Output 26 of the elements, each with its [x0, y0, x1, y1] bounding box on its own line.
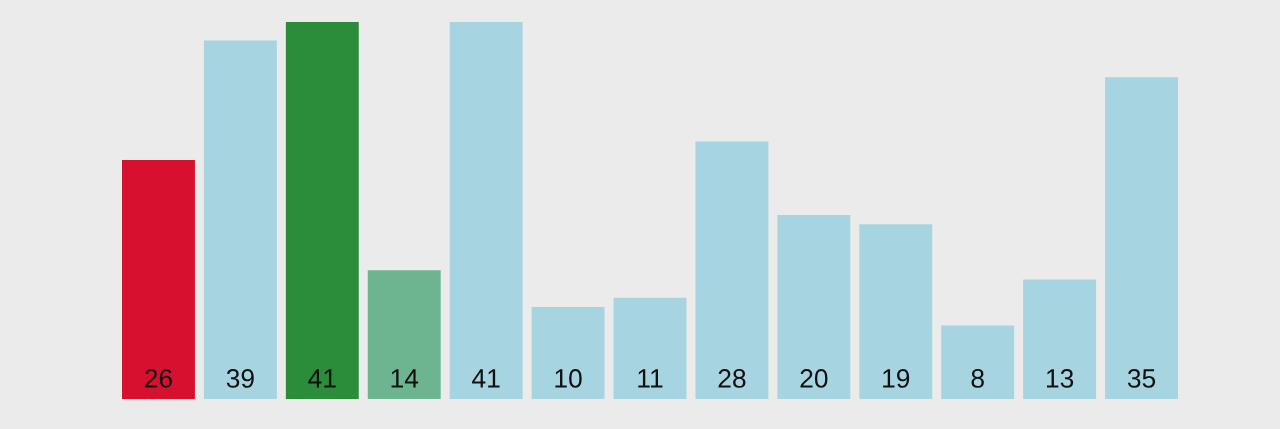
bar [367, 270, 441, 399]
data-label: 10 [555, 369, 582, 388]
bar [531, 307, 605, 399]
data-label: 26 [145, 369, 172, 388]
bar [613, 297, 687, 399]
bar [695, 141, 769, 399]
bar [941, 325, 1015, 399]
bar [1023, 279, 1097, 399]
data-label: 14 [391, 369, 419, 388]
data-label: 19 [883, 369, 910, 388]
data-label: 13 [1046, 369, 1074, 388]
data-label: 41 [308, 369, 336, 388]
data-label: 39 [226, 369, 254, 388]
bar [449, 22, 523, 399]
bar [859, 224, 933, 399]
data-label: 11 [638, 369, 663, 388]
bar [777, 215, 851, 399]
bar [285, 22, 359, 399]
data-label: 35 [1127, 369, 1156, 388]
data-label: 20 [800, 369, 828, 388]
data-label: 8 [971, 369, 984, 388]
data-label: 28 [718, 369, 746, 388]
bar [203, 40, 277, 399]
bar [122, 159, 195, 399]
bar [1105, 77, 1178, 399]
data-label: 41 [472, 369, 500, 388]
